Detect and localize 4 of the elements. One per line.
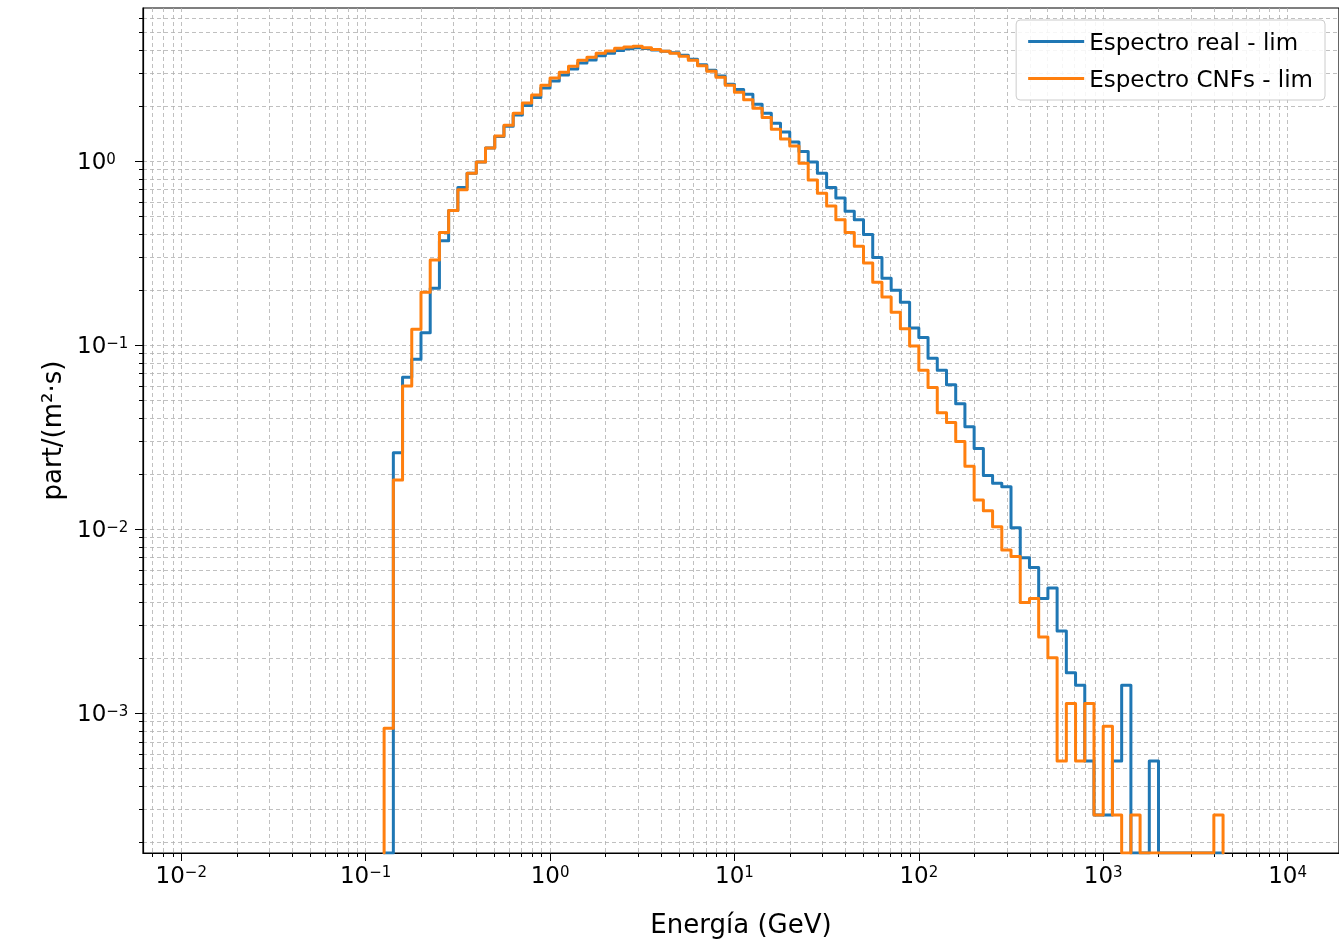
legend-label: Espectro real - lim xyxy=(1089,28,1299,55)
legend-label: Espectro CNFs - lim xyxy=(1089,65,1314,92)
y-axis-title: part/(m²·s) xyxy=(37,360,67,501)
x-axis-title: Energía (GeV) xyxy=(650,909,832,939)
